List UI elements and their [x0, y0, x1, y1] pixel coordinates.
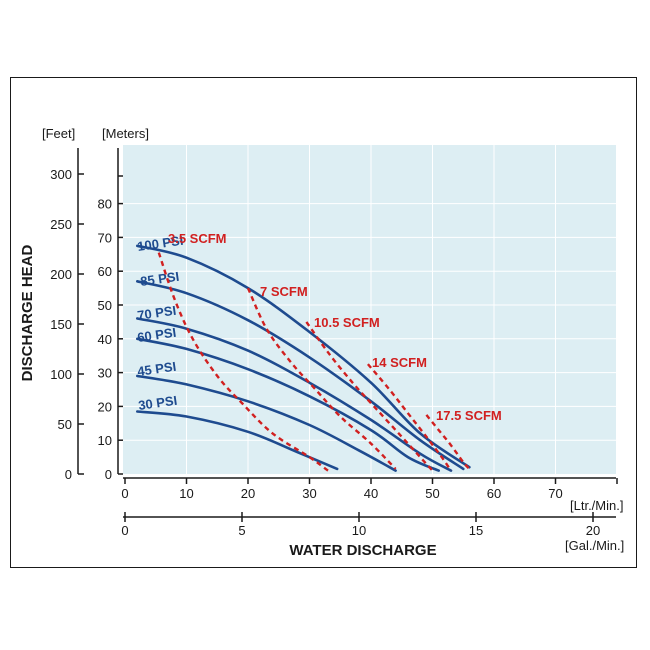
scfm-curve-3-5-scfm	[157, 252, 329, 472]
x-lpm-tick-label: 40	[364, 486, 378, 501]
x-gpm-tick-label: 0	[121, 523, 128, 538]
grid-lines	[123, 145, 618, 474]
psi-label-100-psi: 100 PSI	[136, 233, 184, 254]
x-axis-title: WATER DISCHARGE	[289, 542, 436, 559]
y-feet-tick-label: 50	[58, 417, 72, 432]
psi-label-85-psi: 85 PSI	[139, 269, 180, 289]
scfm-curve-17-5-scfm	[425, 414, 471, 470]
x-gpm-tick-label: 10	[352, 523, 366, 538]
y-feet-tick-label: 200	[50, 267, 72, 282]
x-gpm-tick-label: 15	[469, 523, 483, 538]
y-feet-tick-label: 150	[50, 317, 72, 332]
psi-label-45-psi: 45 PSI	[136, 359, 177, 379]
plot-background	[123, 145, 616, 474]
x-lpm-tick-label: 70	[548, 486, 562, 501]
psi-curve-45-psi	[136, 374, 397, 472]
x-gpm-tick-label: 5	[238, 523, 245, 538]
psi-label-70-psi: 70 PSI	[136, 303, 177, 323]
y-meters-tick-label: 20	[98, 399, 112, 414]
y-feet-tick-label: 100	[50, 367, 72, 382]
y-meters-tick-label: 50	[98, 298, 112, 313]
scfm-label-10-5-scfm: 10.5 SCFM	[314, 315, 380, 330]
x-lpm-tick-label: 10	[179, 486, 193, 501]
y-meters-tick-label: 10	[98, 433, 112, 448]
psi-curve-100-psi	[136, 244, 471, 469]
x-lpm-unit-label: [Ltr./Min.]	[570, 498, 623, 513]
y-meters-tick-label: 0	[105, 467, 112, 482]
y-meters-tick-label: 40	[98, 332, 112, 347]
y-feet-tick-label: 0	[65, 467, 72, 482]
x-lpm-tick-label: 0	[121, 486, 128, 501]
y-meters-tick-label: 70	[98, 230, 112, 245]
scfm-label-7-scfm: 7 SCFM	[260, 284, 308, 299]
y-feet-unit-label: [Feet]	[42, 126, 75, 141]
y-meters-unit-label: [Meters]	[102, 126, 149, 141]
psi-label-60-psi: 60 PSI	[136, 325, 177, 345]
psi-curve-60-psi	[136, 337, 440, 472]
x-lpm-tick-label: 20	[241, 486, 255, 501]
scfm-curve-14-scfm	[366, 363, 452, 472]
x-lpm-tick-label: 30	[302, 486, 316, 501]
scfm-label-17-5-scfm: 17.5 SCFM	[436, 408, 502, 423]
scfm-curve-10-5-scfm	[305, 321, 434, 472]
x-gpm-tick-label: 20	[586, 523, 600, 538]
y-meters-tick-label: 30	[98, 366, 112, 381]
scfm-curves: 3.5 SCFM 7 SCFM 10.5 SCFM 14 SCFM 17.5 SCFM	[157, 231, 502, 472]
x-gpm-unit-label: [Gal./Min.]	[565, 538, 624, 553]
scfm-curve-7-scfm	[246, 287, 397, 470]
y-feet-tick-label: 250	[50, 217, 72, 232]
x-lpm-tick-label: 50	[425, 486, 439, 501]
y-axis-title: DISCHARGE HEAD	[19, 244, 36, 381]
scfm-label-3-5-scfm: 3.5 SCFM	[168, 231, 227, 246]
scfm-label-14-scfm: 14 SCFM	[372, 355, 427, 370]
y-feet-tick-label: 300	[50, 167, 72, 182]
psi-curve-85-psi	[136, 280, 465, 471]
y-meters-tick-label: 80	[98, 197, 112, 212]
x-lpm-tick-label: 60	[487, 486, 501, 501]
psi-label-30-psi: 30 PSI	[137, 393, 178, 413]
y-meters-tick-label: 60	[98, 264, 112, 279]
